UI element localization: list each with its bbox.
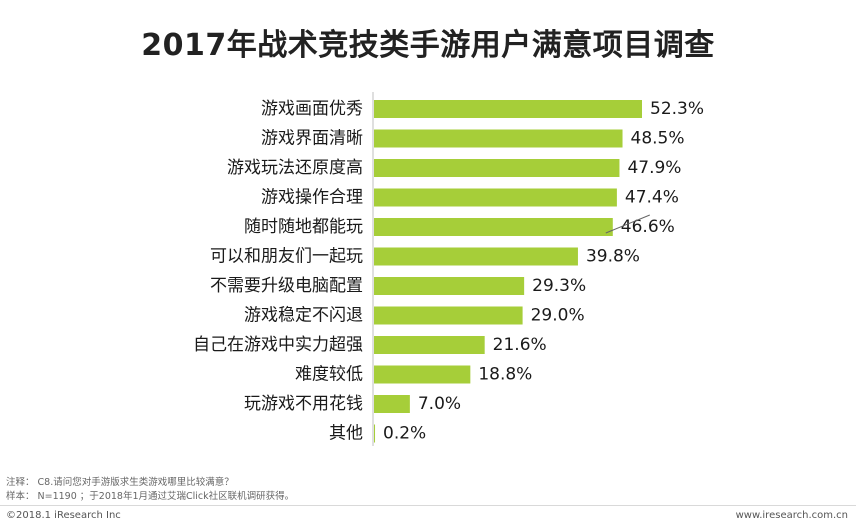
bar: [374, 277, 525, 295]
chart-title: 2017年战术竞技类手游用户满意项目调查: [141, 28, 715, 63]
value-label: 21.6%: [493, 335, 547, 355]
bar: [374, 247, 578, 266]
leader-line: [605, 214, 650, 234]
bar: [374, 129, 623, 148]
value-label: 47.4%: [625, 188, 679, 208]
value-label: 47.9%: [627, 158, 681, 178]
category-label: 游戏稳定不闪退: [244, 306, 363, 326]
value-label: 29.3%: [532, 276, 586, 296]
value-label: 29.0%: [531, 306, 585, 326]
value-label: 18.8%: [478, 365, 532, 385]
value-label: 52.3%: [650, 99, 704, 119]
footer-note: 注释： C8.请问您对手游版求生类游戏哪里比较满意？: [6, 477, 234, 488]
category-label: 玩游戏不用花钱: [244, 394, 363, 414]
copyright: ©2018.1 iResearch Inc: [6, 510, 121, 521]
category-label: 游戏界面清晰: [261, 129, 363, 149]
category-label: 其他: [329, 424, 363, 444]
bar: [374, 100, 642, 118]
category-label: 自己在游戏中实力超强: [193, 335, 363, 355]
website: www.iresearch.com.cn: [735, 510, 848, 521]
category-label: 游戏画面优秀: [261, 99, 363, 119]
value-label: 0.2%: [383, 424, 426, 444]
footer-divider: [0, 505, 856, 506]
category-label: 不需要升级电脑配置: [210, 276, 363, 296]
bars-group: 游戏画面优秀 52.3% 游戏界面清晰 48.5% 游戏玩法还原度高 47.9% 游戏操作合…: [193, 99, 704, 444]
value-label: 39.8%: [586, 247, 640, 267]
bar: [374, 336, 485, 354]
category-label: 可以和朋友们一起玩: [210, 247, 363, 267]
bar: [374, 395, 410, 413]
category-label: 游戏玩法还原度高: [227, 158, 363, 178]
value-label: 7.0%: [418, 394, 461, 414]
footer-sample: 样本： N=1190 ；于2018年1月通过艾瑞Click社区联机调研获得。: [6, 491, 295, 502]
category-label: 游戏操作合理: [261, 188, 363, 208]
bar: [374, 424, 376, 443]
bar: [374, 188, 617, 207]
bar: [374, 159, 620, 177]
category-label: 难度较低: [295, 365, 363, 385]
bar: [374, 306, 523, 325]
bar: [374, 218, 613, 236]
bar: [374, 365, 471, 384]
value-label: 46.6%: [621, 217, 675, 237]
value-label: 48.5%: [631, 129, 685, 149]
bar-chart: 游戏画面优秀 52.3% 游戏界面清晰 48.5% 游戏玩法还原度高 47.9% 游戏操作合…: [193, 92, 704, 446]
category-label: 随时随地都能玩: [244, 217, 363, 237]
